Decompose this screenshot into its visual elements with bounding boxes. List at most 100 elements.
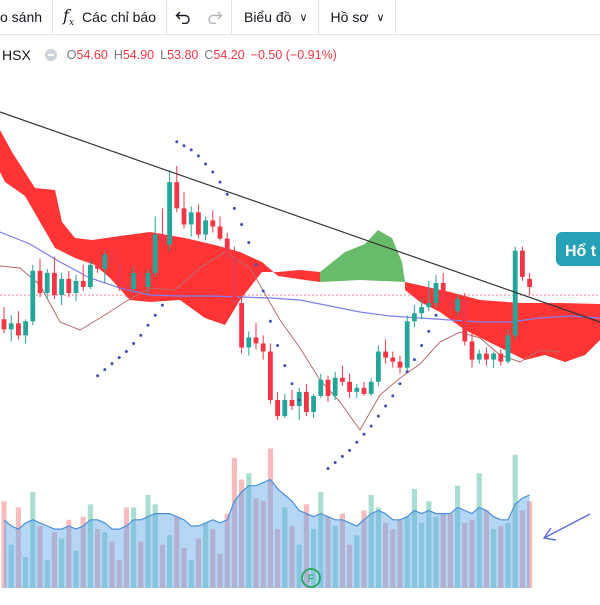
candle-body <box>109 254 115 263</box>
toolbar-divider <box>394 0 396 34</box>
top-toolbar: o sánh fx Các chỉ báo Biểu đồ ∨ Hồ sơ ∨ <box>0 0 600 35</box>
cloud-bullish <box>320 230 405 282</box>
candle-body <box>152 234 158 273</box>
chart-menu-button[interactable]: Biểu đồ ∨ <box>232 0 318 34</box>
candle-body <box>167 182 172 245</box>
volume-bar <box>73 550 79 588</box>
volume-bar <box>512 454 518 588</box>
candle-body <box>426 303 432 308</box>
candle-body <box>246 337 252 348</box>
profile-menu-button[interactable]: Hồ sơ ∨ <box>319 0 395 34</box>
candle-body <box>505 335 511 362</box>
volume-bar <box>339 513 345 588</box>
volume-bar <box>51 532 57 588</box>
volume-bar <box>433 516 439 588</box>
candle-body <box>174 182 180 209</box>
candle-body <box>59 278 64 296</box>
volume-bar <box>152 504 158 588</box>
psar-dot <box>412 358 416 362</box>
candle-body <box>383 351 388 358</box>
cloud-bearish-0 <box>0 130 320 325</box>
volume-bar <box>188 560 194 588</box>
volume-bar <box>419 522 425 588</box>
volume-bar <box>476 473 482 588</box>
volume-bar <box>44 560 50 588</box>
event-marker-circle <box>301 568 321 588</box>
volume-bar <box>159 544 165 588</box>
chart-pane[interactable]: Hổ t F <box>0 72 600 600</box>
candle-body <box>491 353 496 360</box>
volume-bar <box>195 538 201 588</box>
chart-menu-label: Biểu đồ <box>243 9 292 25</box>
close-value: 54.20 <box>213 48 245 62</box>
volume-bar <box>469 519 475 588</box>
candle-body <box>433 282 439 304</box>
volume-bar <box>109 541 115 588</box>
price-chart[interactable]: Hổ t F <box>0 72 600 600</box>
candle-body <box>340 377 345 382</box>
volume-bar <box>260 501 266 588</box>
volume-bar <box>224 513 230 588</box>
volume-bar <box>289 526 295 588</box>
candle-body <box>289 399 295 406</box>
volume-bar <box>347 544 353 588</box>
psar-dot <box>146 323 150 327</box>
volume-bar <box>59 538 65 588</box>
volume-bar <box>8 544 14 588</box>
volume-bar <box>37 526 43 588</box>
candle-body <box>304 391 309 413</box>
volume-bar <box>296 544 302 588</box>
psar-dot <box>254 263 258 267</box>
volume-bar <box>253 498 259 588</box>
candle-body <box>23 321 28 336</box>
volume-bar <box>332 526 338 588</box>
candle-body <box>239 303 244 348</box>
candle-body <box>160 234 165 245</box>
volume-bar <box>368 495 374 588</box>
candle-body <box>469 341 475 360</box>
redo-button[interactable] <box>199 0 231 34</box>
candle-body <box>124 284 129 290</box>
compare-button[interactable]: o sánh <box>0 0 52 34</box>
candle-body <box>311 395 316 413</box>
psar-dot <box>204 162 208 166</box>
candle-body <box>484 353 489 360</box>
candle-body <box>66 278 72 294</box>
candle-body <box>412 313 417 322</box>
volume-bar <box>282 507 288 588</box>
candle-body <box>138 272 144 287</box>
psar-dot <box>211 170 215 174</box>
candle-body <box>512 250 518 336</box>
volume-bar <box>383 522 389 588</box>
psar-dot <box>139 333 143 337</box>
candle-body <box>527 278 532 287</box>
symbol-exchange[interactable]: HSX <box>2 47 31 63</box>
candle-body <box>397 361 403 368</box>
candle-body <box>498 353 504 362</box>
candle-body <box>462 299 468 342</box>
volume-bar <box>483 510 489 588</box>
low-label: L <box>160 48 168 62</box>
psar-dot <box>247 241 251 245</box>
kijun-line <box>0 251 561 431</box>
volume-bar <box>455 485 461 588</box>
chevron-down-icon: ∨ <box>376 11 385 24</box>
collapse-legend-icon[interactable] <box>44 49 57 61</box>
psar-dot <box>261 289 265 293</box>
function-icon: fx <box>63 5 75 29</box>
volume-bar <box>167 535 173 588</box>
candle-body <box>44 272 50 294</box>
arrow-head <box>542 527 557 541</box>
volume-bar <box>311 529 317 588</box>
undo-button[interactable] <box>167 0 199 34</box>
candle-body <box>318 379 324 396</box>
drawings: Hổ t F <box>0 111 600 588</box>
indicators-button[interactable]: fx Các chỉ báo <box>53 0 166 34</box>
volume-bar <box>426 501 432 588</box>
candle-body <box>455 299 460 312</box>
psar-dot <box>196 154 200 158</box>
volume-bar <box>87 504 93 588</box>
candle-body <box>188 212 194 225</box>
psar-dot <box>189 148 193 152</box>
volume-bar <box>527 501 533 588</box>
